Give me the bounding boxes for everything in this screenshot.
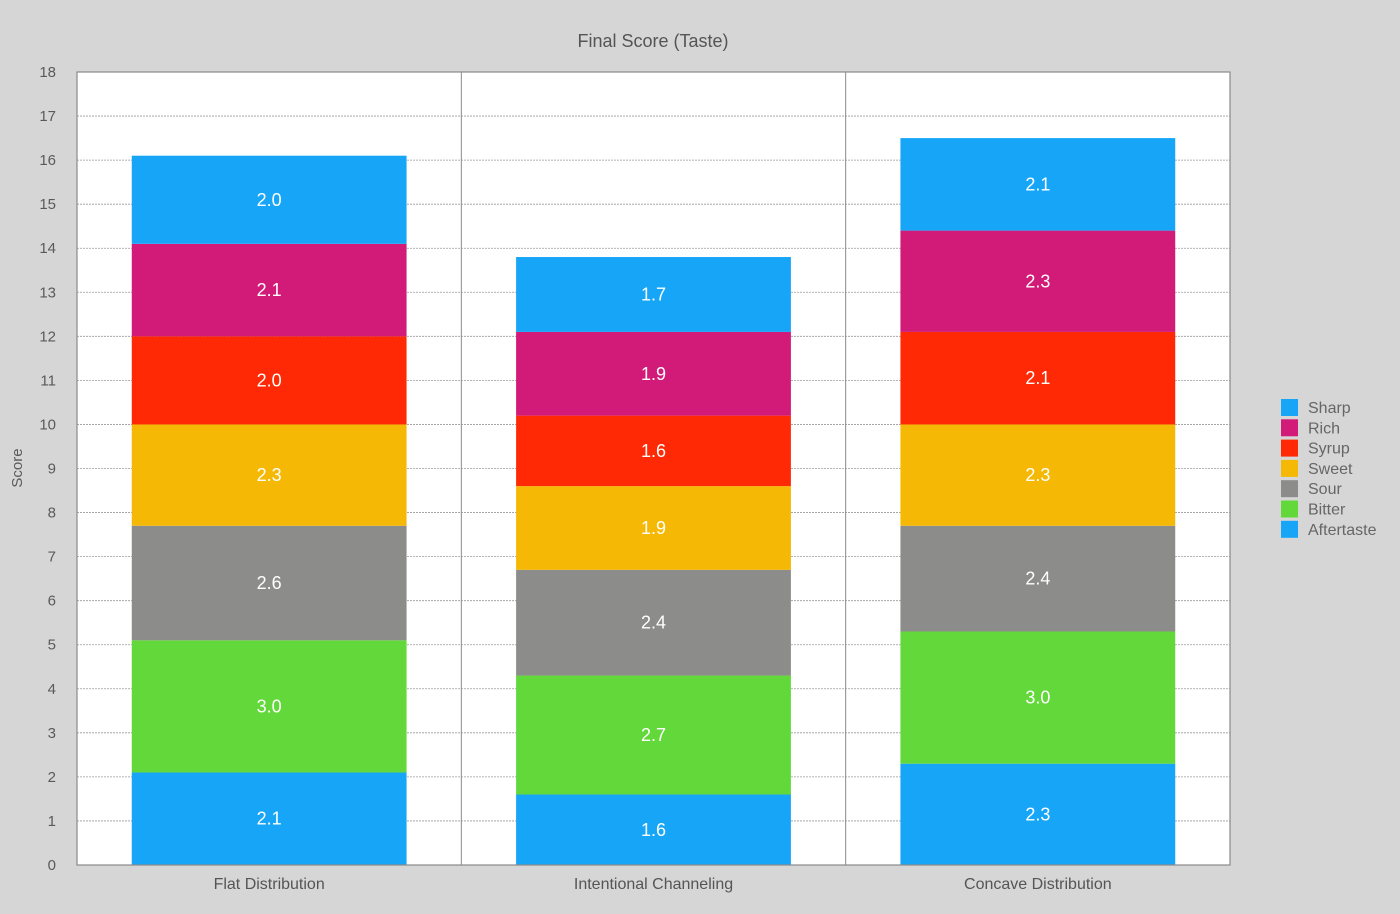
- legend-label: Rich: [1308, 420, 1340, 437]
- bar-segment-label: 2.3: [1025, 271, 1050, 291]
- legend-label: Bitter: [1308, 502, 1346, 519]
- legend: Sharp Rich Syrup Sweet Sour Bitter Aftertaste: [1281, 399, 1377, 539]
- y-tick-label: 3: [48, 725, 56, 742]
- bar-segment: [900, 424, 1176, 526]
- bar-segment: [900, 331, 1176, 425]
- bar-segment: [900, 525, 1176, 632]
- chart-title: Final Score (Taste): [577, 31, 728, 51]
- bar-segment: [516, 331, 791, 416]
- bar-segment-label: 2.4: [641, 613, 666, 633]
- bar-segment-label: 3.0: [257, 696, 282, 716]
- x-tick-label: Flat Distribution: [214, 876, 325, 893]
- bar-segment-label: 1.6: [641, 441, 666, 461]
- y-tick-label: 6: [48, 593, 56, 610]
- bar-segment-label: 2.3: [257, 465, 282, 485]
- y-tick-label: 10: [39, 416, 56, 433]
- bar-segment: [131, 424, 407, 526]
- y-tick-label: 14: [39, 240, 56, 257]
- legend-swatch: [1281, 439, 1298, 457]
- y-tick-label: 18: [39, 64, 56, 81]
- bar-segment: [131, 336, 407, 425]
- legend-swatch: [1281, 419, 1298, 437]
- bar-segment-label: 2.6: [257, 573, 282, 593]
- y-tick-label: 16: [39, 152, 56, 169]
- legend-swatch: [1281, 459, 1298, 477]
- legend-swatch: [1281, 480, 1298, 498]
- bar-segment-label: 2.1: [257, 809, 282, 829]
- bar-segment-label: 2.1: [1025, 174, 1050, 194]
- y-tick-label: 2: [48, 769, 56, 786]
- legend-swatch: [1281, 500, 1298, 518]
- legend-label: Sharp: [1308, 400, 1351, 417]
- legend-label: Aftertaste: [1308, 522, 1377, 539]
- bar-segment: [516, 794, 791, 865]
- y-tick-label: 8: [48, 505, 56, 522]
- bar-segment-label: 2.3: [1025, 804, 1050, 824]
- bar-segment: [900, 763, 1176, 865]
- bar-segment-label: 3.0: [1025, 688, 1050, 708]
- legend-swatch: [1281, 520, 1298, 538]
- bar-segment-label: 2.1: [1025, 368, 1050, 388]
- bar-segment-label: 2.1: [257, 280, 282, 300]
- legend-swatch: [1281, 399, 1298, 416]
- legend-label: Syrup: [1308, 441, 1350, 458]
- y-tick-label: 15: [39, 196, 56, 213]
- y-tick-label: 4: [48, 681, 56, 698]
- bar-segment: [516, 675, 791, 795]
- bar-segment: [516, 257, 791, 332]
- bar-segment-label: 2.0: [257, 190, 282, 210]
- y-tick-label: 11: [40, 372, 56, 389]
- bar-segment-label: 2.0: [257, 370, 282, 390]
- bar-segment: [516, 486, 791, 570]
- plot-border: [76, 71, 1231, 866]
- bar-segment-label: 2.4: [1025, 569, 1050, 589]
- bar-segment-label: 1.9: [641, 518, 666, 538]
- bar-segment: [900, 138, 1176, 231]
- bar-segment-label: 1.6: [641, 820, 666, 840]
- bar-segment: [131, 243, 407, 337]
- bar-segment: [900, 230, 1176, 332]
- bar-segment-label: 1.9: [641, 364, 666, 384]
- bar-segment: [900, 631, 1176, 764]
- y-tick-label: 1: [48, 813, 56, 830]
- x-tick-label: Intentional Channeling: [574, 876, 733, 893]
- y-tick-label: 7: [48, 549, 56, 566]
- bar-segment: [131, 772, 407, 865]
- y-tick-label: 5: [48, 637, 56, 654]
- y-tick-label: 12: [39, 328, 56, 345]
- y-tick-label: 9: [48, 461, 56, 478]
- bars: 2.1 3.0 2.6 2.3 2.0 2.1 2.0 1.6 2.7 2.4 1.9 1.6 1.9 1…: [131, 138, 1176, 865]
- bar-segment-label: 2.3: [1025, 465, 1050, 485]
- y-tick-label: 17: [39, 108, 56, 125]
- bar-segment-label: 1.7: [641, 284, 666, 304]
- bar-segment-label: 2.7: [641, 725, 666, 745]
- bar-segment: [131, 640, 407, 773]
- y-axis-label: Score: [9, 448, 26, 487]
- bar-segment: [516, 569, 791, 676]
- bar-segment: [516, 415, 791, 487]
- bar-segment: [131, 525, 407, 641]
- legend-label: Sour: [1308, 481, 1342, 498]
- legend-label: Sweet: [1308, 461, 1353, 478]
- x-tick-label: Concave Distribution: [964, 876, 1112, 893]
- y-tick-label: 13: [39, 284, 56, 301]
- y-tick-label: 0: [48, 857, 56, 874]
- bar-segment: [131, 155, 407, 244]
